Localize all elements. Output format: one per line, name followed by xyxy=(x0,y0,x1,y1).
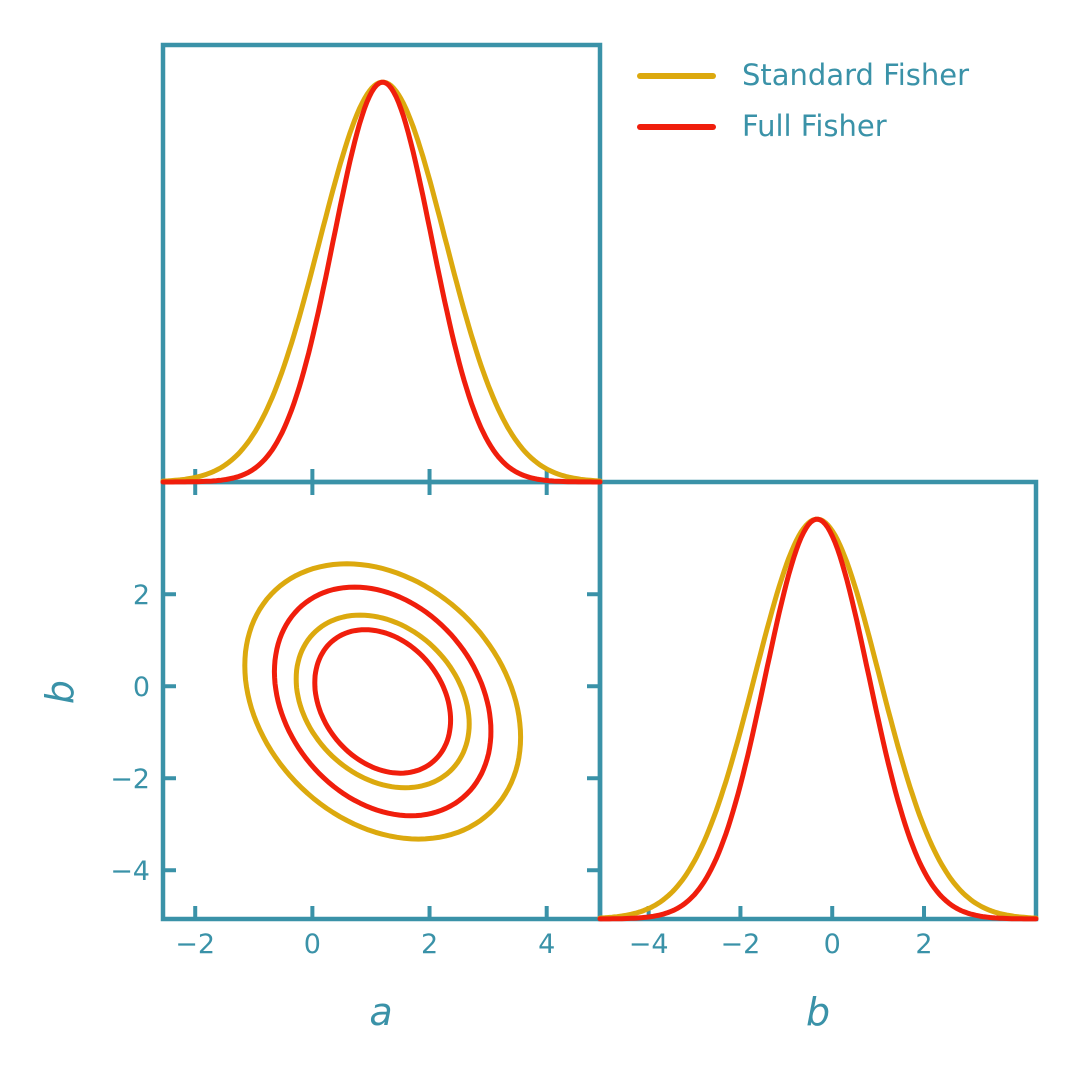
x-tick-label-b: 2 xyxy=(915,929,932,960)
legend-item-full-fisher: Full Fisher xyxy=(637,101,969,152)
y-tick-label-b: 2 xyxy=(133,580,150,611)
y-tick-label-b: −2 xyxy=(110,764,150,795)
marginal-b-curve-full-fisher xyxy=(597,516,1039,922)
marginal-a-curve-standard-fisher xyxy=(160,79,603,484)
contour-full-fisher-level-2 xyxy=(271,584,494,819)
contour-standard-fisher-level-2 xyxy=(242,561,524,842)
panel-border-2 xyxy=(597,479,1039,922)
x-tick-label-a: 0 xyxy=(304,929,321,960)
legend-label-standard-fisher: Standard Fisher xyxy=(742,58,970,92)
x-tick-label-a: 4 xyxy=(538,929,555,960)
x-axis-label-b: b xyxy=(805,990,831,1034)
x-tick-label-b: −2 xyxy=(721,929,761,960)
x-axis-label-a: a xyxy=(369,990,393,1034)
y-tick-label-b: −4 xyxy=(110,856,150,887)
y-axis-label-b: b xyxy=(38,679,82,705)
panel-border-1 xyxy=(160,479,603,922)
legend-label-full-fisher: Full Fisher xyxy=(742,109,887,143)
legend-item-standard-fisher: Standard Fisher xyxy=(637,50,969,101)
marginal-a-curve-full-fisher xyxy=(160,79,603,485)
x-tick-label-a: 2 xyxy=(421,929,438,960)
x-tick-label-a: −2 xyxy=(175,929,215,960)
panel-border-0 xyxy=(160,42,603,485)
contour-standard-fisher-level-1 xyxy=(293,612,472,791)
contour-full-fisher-level-1 xyxy=(312,627,454,776)
x-tick-label-b: −4 xyxy=(629,929,669,960)
x-tick-label-b: 0 xyxy=(824,929,841,960)
legend: Standard Fisher Full Fisher xyxy=(637,50,969,152)
marginal-b-curve-standard-fisher xyxy=(597,516,1039,921)
y-tick-label-b: 0 xyxy=(133,672,150,703)
legend-line-swatch-standard-fisher xyxy=(637,72,716,79)
legend-line-swatch-full-fisher xyxy=(637,123,716,130)
